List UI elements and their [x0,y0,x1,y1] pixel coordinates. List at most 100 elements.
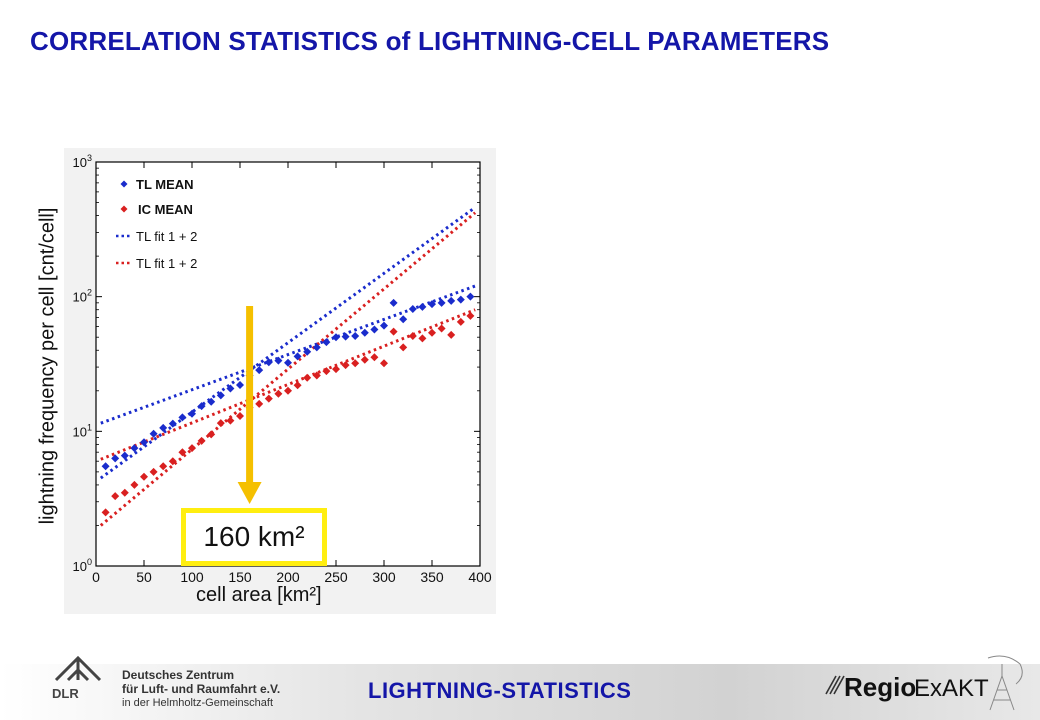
data-point-tl-mean [120,451,129,460]
y-tick-label: 101 [73,422,92,439]
data-point-ic-mean [274,389,283,398]
data-point-ic-mean [447,330,456,339]
data-point-tl-mean [226,384,235,393]
data-point-ic-mean [456,317,465,326]
institution-name: Deutsches Zentrum für Luft- und Raumfahr… [122,668,280,710]
data-point-ic-mean [216,419,225,428]
footer-bar [0,664,1040,720]
data-point-tl-mean [284,358,292,367]
data-point-tl-mean [408,304,417,313]
data-point-ic-mean [360,355,369,364]
data-point-ic-mean [370,353,379,362]
data-point-ic-mean [120,488,129,497]
data-point-ic-mean [149,467,158,476]
data-point-tl-mean [178,413,187,422]
dlr-logo-text: DLR [52,686,79,701]
x-tick-label: 350 [420,569,444,585]
y-tick-label: 103 [73,153,92,170]
x-tick-label: 250 [324,569,348,585]
antenna-icon [987,655,1023,711]
institution-line2: für Luft- und Raumfahrt e.V. [122,682,281,696]
data-point-tl-mean [351,332,360,341]
data-point-tl-mean [389,298,398,307]
data-point-ic-mean [178,448,187,457]
data-point-ic-mean [332,365,340,374]
x-tick-label: 50 [136,569,152,585]
data-point-ic-mean [140,472,148,481]
data-point-ic-mean [389,327,398,336]
data-point-tl-mean [418,302,427,311]
data-point-tl-mean [312,343,321,352]
data-point-ic-mean [111,492,120,501]
y-tick-label: 102 [73,288,92,305]
data-point-tl-mean [456,295,465,304]
data-point-tl-mean [303,347,312,356]
x-tick-label: 150 [228,569,252,585]
legend-label: TL MEAN [136,177,194,192]
x-axis-label: cell area [km²] [196,584,322,606]
institution-line3: in der Helmholtz-Gemeinschaft [122,697,274,709]
data-point-tl-mean [293,352,302,361]
data-point-tl-mean [341,332,350,341]
data-point-tl-mean [159,423,168,432]
regioexakt-logo: Regio ExAKT [825,655,1023,711]
data-point-tl-mean [370,325,379,334]
dlr-logo-icon: DLR [52,655,102,701]
data-point-tl-mean [101,462,110,471]
x-tick-label: 200 [276,569,300,585]
data-point-ic-mean [380,359,388,368]
slide-title: CORRELATION STATISTICS of LIGHTNING-CELL… [30,26,830,56]
institution-line1: Deutsches Zentrum [122,668,235,682]
data-point-ic-mean [399,343,408,352]
data-point-ic-mean [255,399,264,408]
data-point-tl-mean [207,397,216,406]
data-point-tl-mean [149,429,158,438]
data-point-ic-mean [322,367,331,376]
data-point-tl-mean [360,328,369,337]
data-point-tl-mean [428,300,436,309]
data-point-tl-mean [140,438,148,447]
data-point-tl-mean [255,366,264,375]
data-point-ic-mean [264,394,273,403]
x-tick-label: 0 [92,569,100,585]
data-point-tl-mean [197,402,206,411]
data-point-ic-mean [236,411,244,420]
x-tick-label: 300 [372,569,396,585]
data-point-ic-mean [159,462,168,471]
data-point-tl-mean [236,380,244,389]
x-tick-label: 400 [468,569,492,585]
data-point-ic-mean [101,508,110,517]
data-point-ic-mean [207,430,216,439]
data-point-ic-mean [188,444,196,453]
fit-line-5 [100,308,476,461]
data-point-tl-mean [216,391,225,400]
data-point-ic-mean [168,457,177,466]
logo-part2: ExAKT [914,675,989,702]
data-point-ic-mean [284,386,292,395]
annotation-arrow-head [237,482,262,504]
data-point-tl-mean [264,358,273,367]
data-point-ic-mean [437,324,446,333]
data-point-tl-mean [332,333,340,342]
legend-marker [120,180,128,188]
data-point-tl-mean [168,419,177,428]
data-point-ic-mean [428,328,436,337]
data-point-tl-mean [466,292,475,301]
data-point-ic-mean [197,436,206,445]
area-threshold-callout: 160 km² [181,508,327,566]
fit-line-2 [99,206,477,480]
data-point-ic-mean [418,334,427,343]
data-point-ic-mean [130,480,139,489]
x-tick-label: 100 [180,569,204,585]
data-point-tl-mean [274,356,283,365]
data-point-tl-mean [380,321,388,330]
callout-label: 160 km² [203,521,305,552]
legend-marker [120,205,128,213]
data-point-ic-mean [226,416,235,425]
data-point-tl-mean [111,454,120,463]
footer-title: LIGHTNING-STATISTICS [368,678,632,703]
data-point-tl-mean [437,298,446,307]
legend-label: TL fit 1 + 2 [136,229,197,244]
legend-label: TL fit 1 + 2 [136,256,197,271]
